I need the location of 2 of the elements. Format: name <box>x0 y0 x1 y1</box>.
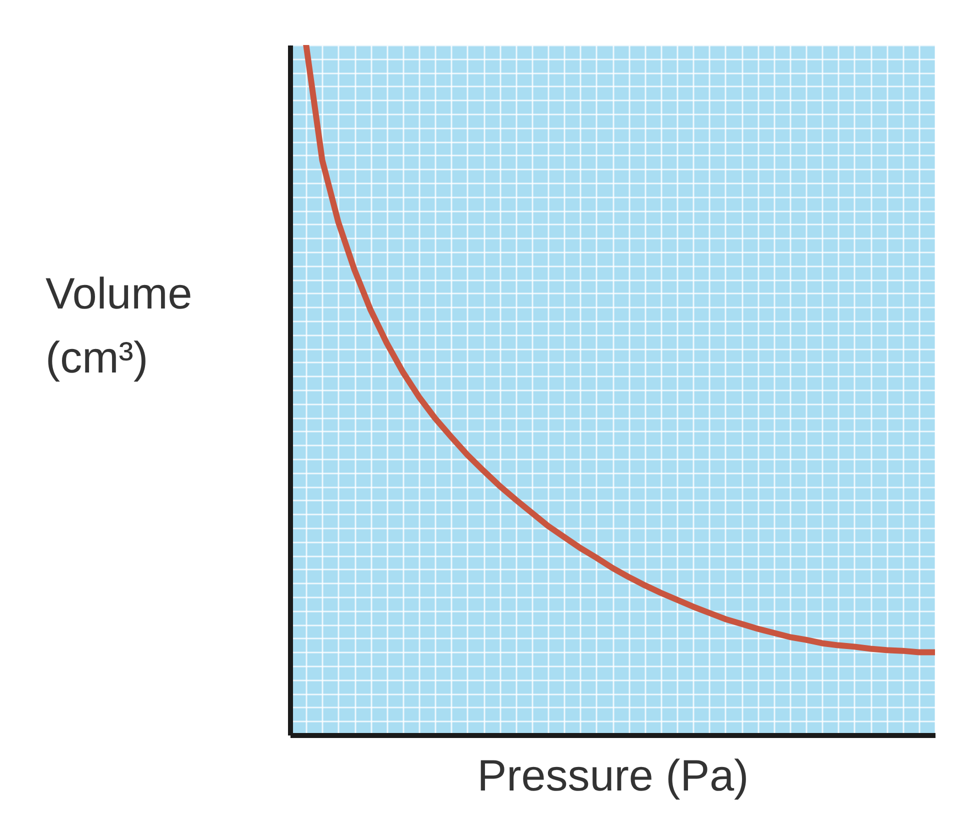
x-axis-title: Pressure (Pa) <box>477 752 749 800</box>
y-axis-title: Volume (cm³) <box>46 270 192 382</box>
